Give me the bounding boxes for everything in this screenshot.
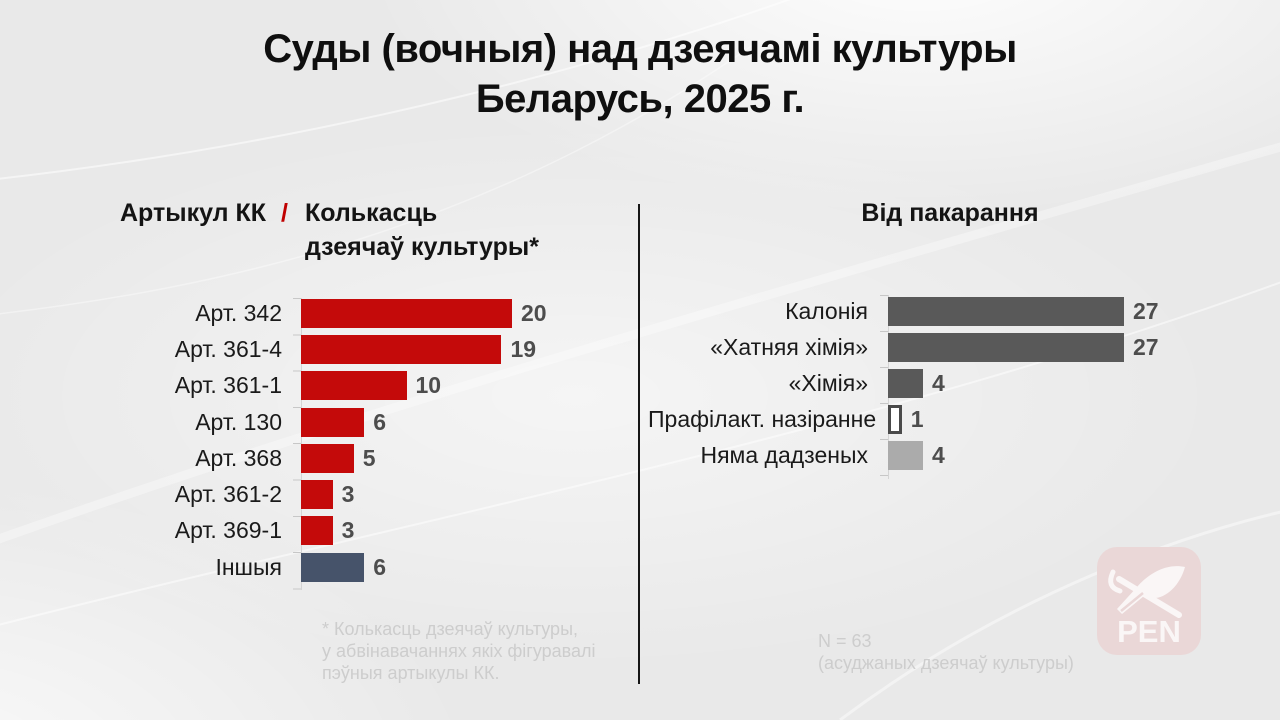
bar-value-label: 27 xyxy=(1132,333,1159,360)
page-title: Суды (вочныя) над дзеячамі культуры Бела… xyxy=(0,24,1280,124)
bar-value-label: 20 xyxy=(521,299,547,326)
bar xyxy=(888,332,1124,362)
bar-category-label: Арт. 361-4 xyxy=(174,335,282,362)
bar xyxy=(301,443,354,473)
pen-logo-text: PEN xyxy=(1117,614,1181,649)
bar-value-label: 1 xyxy=(910,405,924,432)
right-axis-ticks xyxy=(880,295,888,480)
bar-value-label: 6 xyxy=(373,408,387,435)
bar-category-label: Іншыя xyxy=(215,553,282,580)
bar xyxy=(301,480,333,510)
bar-row: «Хімія» 4 xyxy=(648,365,1258,401)
bar-row: Арт. 361-2 3 xyxy=(95,476,640,512)
bar-category-label: «Хімія» xyxy=(788,369,868,396)
bar-row: Арт. 130 6 xyxy=(95,404,640,440)
bar xyxy=(301,298,512,328)
bar-row: Арт. 361-4 19 xyxy=(95,331,640,367)
bar-row: Арт. 361-1 10 xyxy=(95,368,640,404)
bar-value-label: 3 xyxy=(341,517,355,544)
left-header-part2-line1: Колькасць xyxy=(304,199,438,227)
bar-value-label: 6 xyxy=(373,553,387,580)
bar-track: 3 xyxy=(301,516,640,546)
bar-value-label: 10 xyxy=(415,372,442,399)
quill-and-sword-icon xyxy=(1108,566,1185,618)
bar-value-label: 4 xyxy=(931,441,945,468)
bar xyxy=(301,552,365,582)
footnote-line: * Колькасць дзеячаў культуры, xyxy=(322,619,579,639)
pen-logo-watermark: PEN xyxy=(1097,547,1201,655)
bar-row: Арт. 368 5 xyxy=(95,440,640,476)
left-chart-rows: Арт. 342 20 Арт. 361-4 19 Арт. 361-1 10 Арт. 1… xyxy=(95,295,640,585)
left-chart-header: Артыкул КК / Колькасць дзеячаў культуры* xyxy=(120,196,539,264)
bar xyxy=(888,440,923,470)
bar-category-label: «Хатняя хімія» xyxy=(710,333,868,360)
red-slash-separator: / xyxy=(281,199,288,227)
bar-track: 27 xyxy=(888,332,1258,362)
right-chart-header: Від пакарання xyxy=(861,199,1039,227)
left-header-part2-line2: дзеячаў культуры* xyxy=(304,233,539,261)
footnote-line: пэўныя артыкулы КК. xyxy=(322,663,500,683)
footnote-asterisk: * Колькасць дзеячаў культуры, у абвінава… xyxy=(322,618,596,684)
bar-row: Арт. 369-1 3 xyxy=(95,513,640,549)
bar-row: Калонія 27 xyxy=(648,293,1258,329)
vertical-divider-line xyxy=(638,204,640,684)
bar-track: 5 xyxy=(301,443,640,473)
bar-category-label: Арт. 130 xyxy=(195,408,282,435)
articles-bar-chart: Арт. 342 20 Арт. 361-4 19 Арт. 361-1 10 Арт. 1… xyxy=(95,295,640,591)
left-axis-ticks xyxy=(293,298,301,591)
bar-category-label: Арт. 361-2 xyxy=(174,481,282,508)
bar xyxy=(301,407,365,437)
title-line-2: Беларусь, 2025 г. xyxy=(475,77,805,121)
punishment-bar-chart: Калонія 27 «Хатняя хімія» 27 «Хімія» 4 Прафіла… xyxy=(648,293,1258,480)
bar xyxy=(301,371,407,401)
bar xyxy=(888,368,923,398)
bar-track: 6 xyxy=(301,552,640,582)
bar-track: 6 xyxy=(301,407,640,437)
bar-category-label: Арт. 368 xyxy=(195,444,282,471)
footnote-line: (асуджаных дзеячаў культуры) xyxy=(818,653,1074,673)
bar-category-label: Арт. 361-1 xyxy=(174,372,282,399)
bar-track: 19 xyxy=(301,334,640,364)
bar-track: 27 xyxy=(888,296,1258,326)
bar-track: 4 xyxy=(888,440,1258,470)
bar-track: 10 xyxy=(301,371,640,401)
bar-row: «Хатняя хімія» 27 xyxy=(648,329,1258,365)
bar-value-label: 4 xyxy=(931,369,945,396)
bar-track: 20 xyxy=(301,298,640,328)
bar-row: Арт. 342 20 xyxy=(95,295,640,331)
bar-row: Іншыя 6 xyxy=(95,549,640,585)
left-header-part1: Артыкул КК xyxy=(120,199,267,227)
bar-value-label: 5 xyxy=(362,444,376,471)
bar-category-label: Калонія xyxy=(785,297,868,324)
bar-value-label: 27 xyxy=(1132,297,1159,324)
bar xyxy=(888,296,1124,326)
footnote-line: у абвінавачаннях якіх фігуравалі xyxy=(322,641,596,661)
right-chart-rows: Калонія 27 «Хатняя хімія» 27 «Хімія» 4 Прафіла… xyxy=(648,293,1258,473)
left-header-part2: Колькасць дзеячаў культуры* xyxy=(305,196,539,264)
bar-category-label: Прафілакт. назіранне xyxy=(648,405,877,432)
bar-track: 3 xyxy=(301,480,640,510)
bar-row: Няма дадзеных 4 xyxy=(648,437,1258,473)
footnote-sample-size: N = 63 (асуджаных дзеячаў культуры) xyxy=(818,630,1074,674)
bar-track: 1 xyxy=(888,404,1258,434)
bar-category-label: Арт. 369-1 xyxy=(174,517,282,544)
bar-category-label: Арт. 342 xyxy=(195,299,282,326)
bar-row: Прафілакт. назіранне 1 xyxy=(648,401,1258,437)
bar-category-label: Няма дадзеных xyxy=(700,441,868,468)
bar-value-label: 3 xyxy=(341,481,355,508)
bar-value-label: 19 xyxy=(510,335,537,362)
title-line-1: Суды (вочныя) над дзеячамі культуры xyxy=(263,27,1017,71)
bar-track: 4 xyxy=(888,368,1258,398)
footnote-line: N = 63 xyxy=(818,631,872,651)
bar xyxy=(301,334,502,364)
bar xyxy=(888,404,902,434)
bar xyxy=(301,516,333,546)
